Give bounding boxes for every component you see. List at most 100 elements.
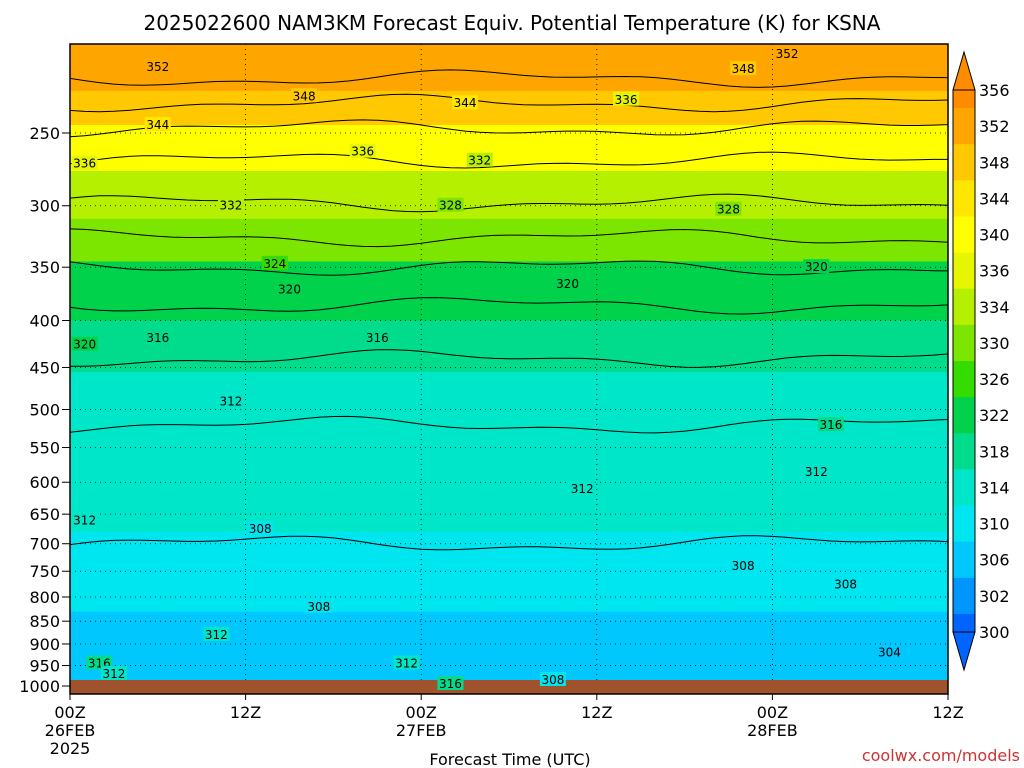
contour-344: [69, 119, 949, 138]
x-tick-label-12-0: 12Z: [230, 703, 261, 722]
contour-label-bg-0: [144, 59, 171, 74]
colorbar-label-300: 300: [979, 623, 1010, 642]
colorbar-label-336: 336: [979, 262, 1010, 281]
contour-label-bg-19: [364, 330, 391, 345]
colorbar-label-352: 352: [979, 117, 1010, 136]
contour-lines: [69, 69, 949, 551]
contour-label-bg-23: [803, 464, 830, 479]
colorbar-label-348: 348: [979, 153, 1010, 172]
chart-title: 2025022600 NAM3KM Forecast Equiv. Potent…: [144, 11, 881, 35]
x-axis-label: Forecast Time (UTC): [429, 750, 590, 768]
y-tick-label-400: 400: [29, 311, 60, 330]
contour-label-10: 332: [220, 199, 243, 213]
fill-band-307: [70, 611, 948, 654]
colorbar-label-306: 306: [979, 551, 1010, 570]
contour-label-19: 316: [366, 331, 389, 345]
fill-band-315: [70, 371, 948, 470]
contour-label-bg-27: [832, 576, 859, 591]
contour-label-bg-22: [569, 480, 596, 495]
colorbar-border: [952, 89, 976, 633]
fill-band-312: [70, 468, 948, 533]
colorbar-cell-302: [953, 577, 975, 615]
contour-316: [69, 349, 949, 368]
y-tick-label-900: 900: [29, 635, 60, 654]
contour-label-bg-24: [71, 512, 98, 527]
colorbar-label-302: 302: [979, 587, 1010, 606]
x-tick-label-24-0: 00Z: [406, 703, 437, 722]
contour-label-bg-15: [554, 275, 581, 290]
credit-text: coolwx.com/models: [862, 746, 1020, 765]
contour-label-bg-34: [539, 671, 566, 686]
y-tick-label-800: 800: [29, 588, 60, 607]
contour-label-1: 348: [293, 89, 316, 103]
contour-label-bg-10: [217, 197, 244, 212]
contour-label-bg-35: [876, 644, 903, 659]
colorbar-cell-334: [953, 288, 975, 326]
contour-label-bg-3: [613, 91, 640, 106]
x-tick-label-60-0: 12Z: [932, 703, 963, 722]
contour-label-bg-17: [71, 336, 98, 351]
y-tick-label-350: 350: [29, 258, 60, 277]
colorbar-cell-352: [953, 108, 975, 145]
contour-label-bg-13: [261, 255, 288, 270]
contour-label-bg-4: [730, 61, 757, 76]
contour-label-bg-21: [217, 393, 244, 408]
y-tick-label-700: 700: [29, 535, 60, 554]
colorbar-cell-344: [953, 180, 975, 217]
contour-label-33: 316: [439, 677, 462, 691]
y-tick-label-850: 850: [29, 612, 60, 631]
contour-label-22: 312: [571, 482, 594, 496]
contour-label-20: 316: [819, 418, 842, 432]
colorbar-cell-322: [953, 397, 975, 434]
y-axis: 250 300 350 400 450 500 550 600 650 700 750 800 850 9…: [19, 124, 70, 696]
contour-label-13: 324: [263, 257, 286, 271]
contour-label-bg-25: [247, 521, 274, 536]
fill-band-346: [70, 90, 948, 126]
contour-label-25: 308: [249, 522, 272, 536]
contour-label-7: 336: [73, 157, 96, 171]
colorbar-cell-326: [953, 361, 975, 398]
fill-band-323: [70, 261, 948, 321]
plot-area: [70, 44, 948, 687]
colorbar-label-334: 334: [979, 298, 1010, 317]
colorbar-label-344: 344: [979, 189, 1010, 208]
contour-328: [69, 228, 949, 248]
contour-label-bg-7: [71, 155, 98, 170]
contour-label-29: 312: [205, 628, 228, 642]
contour-312: [69, 415, 949, 434]
colorbar-label-310: 310: [979, 515, 1010, 534]
contour-336: [69, 151, 948, 169]
colorbar-cell-356: [953, 90, 975, 109]
contour-320: [69, 297, 949, 315]
fill-band-340: [70, 124, 948, 172]
contour-332: [69, 193, 949, 213]
contour-label-34: 308: [541, 673, 564, 687]
contour-label-bg-31: [100, 665, 127, 680]
plot-frame: [69, 43, 949, 695]
colorbar-label-322: 322: [979, 406, 1010, 425]
contour-label-11: 328: [439, 199, 462, 213]
fill-band-328: [70, 218, 948, 262]
x-tick-label-0-0: 00Z: [54, 703, 85, 722]
fill-band-319: [70, 320, 948, 373]
contour-label-bg-14: [276, 281, 303, 296]
contour-label-8: 336: [351, 145, 374, 159]
colorbar: 356 352 348 344 340 336 334 330 326 322 318 314 310 3…: [952, 50, 1010, 672]
contour-label-bg-5: [774, 45, 801, 60]
contour-348: [69, 93, 949, 113]
contour-label-32: 312: [395, 656, 418, 670]
contour-label-12: 328: [717, 203, 740, 217]
contour-label-bg-18: [144, 330, 171, 345]
contour-label-31: 312: [102, 667, 125, 681]
contour-label-24: 312: [73, 513, 96, 527]
contour-label-35: 304: [878, 646, 901, 660]
colorbar-label-314: 314: [979, 478, 1010, 497]
contour-label-21: 312: [220, 394, 243, 408]
fill-band-334: [70, 171, 948, 220]
contour-label-bg-9: [466, 152, 493, 167]
colorbar-arrow-bottom: [952, 631, 976, 672]
x-tick-label-48-1: 28FEB: [747, 721, 798, 740]
colorbar-cell-300: [953, 613, 975, 633]
contour-label-bg-8: [349, 143, 376, 158]
